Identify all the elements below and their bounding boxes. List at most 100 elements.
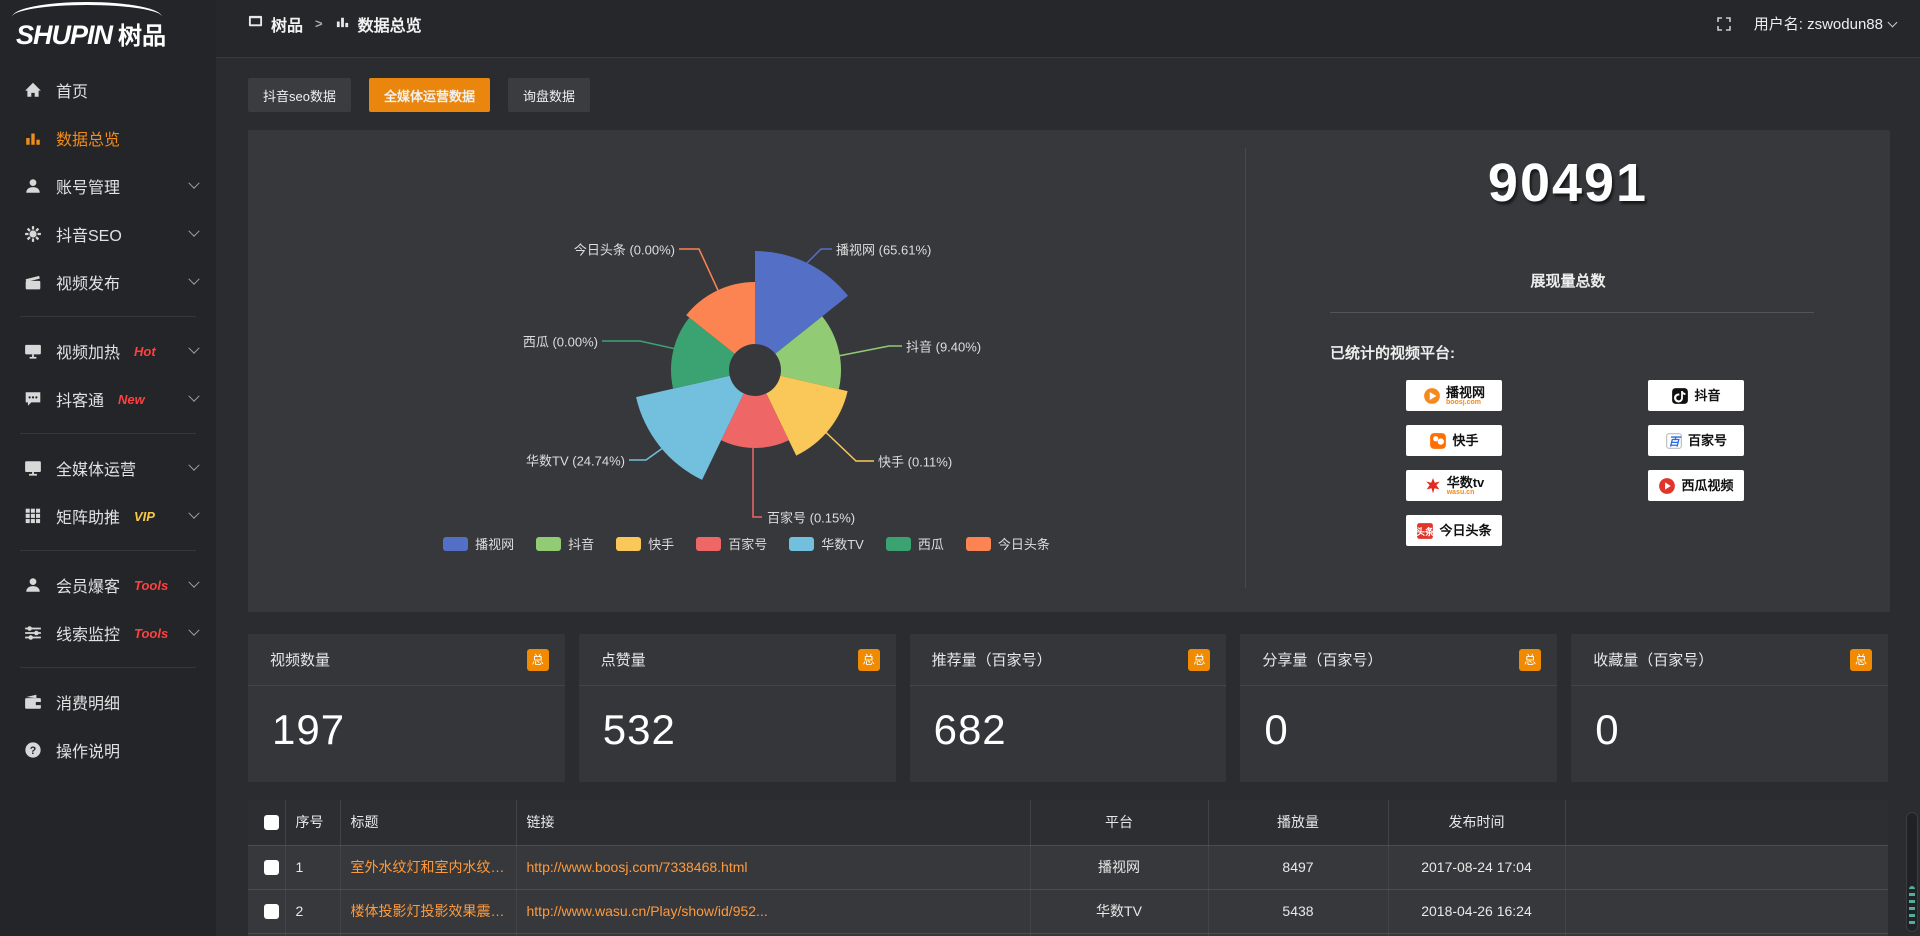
row-empty-cell (1565, 845, 1888, 890)
chevron-down-icon (188, 177, 200, 189)
legend-item-今日头条[interactable]: 今日头条 (965, 534, 1050, 553)
boosj-logo (1423, 387, 1441, 405)
overview-panel: 播视网 抖音 快手 百家号 华数TV 西瓜 今日头条 播视网 (65.61%) 抖音 (9.4… (248, 130, 1890, 612)
chat-icon (24, 390, 42, 408)
header-views: 播放量 (1208, 800, 1389, 846)
sidebar-item-label: 抖音SEO (56, 228, 122, 245)
pie-label-抖音: 抖音 (9.40%) (906, 339, 982, 355)
row-index: 2 (285, 889, 341, 934)
app-logo[interactable]: SHUPIN 树品 (0, 0, 216, 52)
pie-sector-百家号[interactable] (721, 393, 789, 448)
row-url-link[interactable]: http://www.boosj.com/7338468.html (516, 845, 1031, 890)
row-checkbox[interactable] (264, 859, 279, 875)
breadcrumb-current[interactable]: 数据总览 (357, 17, 422, 35)
row-checkbox[interactable] (264, 903, 279, 919)
tab-1[interactable]: 全媒体运营数据 (368, 78, 490, 112)
tab-2[interactable]: 询盘数据 (507, 78, 590, 112)
stats-divider (1330, 312, 1814, 313)
row-title-link[interactable]: 室外水纹灯和室内水纹灯的区别和简介 (340, 845, 517, 890)
legend-item-百家号[interactable]: 百家号 (696, 534, 767, 553)
legend-item-西瓜[interactable]: 西瓜 (885, 534, 944, 553)
tab-0[interactable]: 抖音seo数据 (248, 78, 351, 112)
platform-badge-西瓜视频: 西瓜视频 (1648, 470, 1744, 501)
kuaishou-logo (1429, 432, 1447, 450)
row-platform: 华数TV (1030, 889, 1209, 934)
sidebar-divider (20, 316, 196, 317)
pie-sector-西瓜[interactable] (671, 317, 735, 389)
select-all-checkbox[interactable] (264, 814, 279, 830)
platform-badge-华数tv: 华数tv wasu.cn (1406, 470, 1502, 501)
sidebar-divider (20, 550, 196, 551)
legend-item-抖音[interactable]: 抖音 (536, 534, 594, 553)
sidebar-item-douyin-seo[interactable]: 抖音SEO (0, 210, 216, 258)
total-badge: 总 (1849, 648, 1872, 671)
legend-swatch (789, 536, 815, 551)
logo-arc-decoration (12, 2, 162, 32)
sidebar-item-account-manage[interactable]: 账号管理 (0, 162, 216, 210)
sidebar-item-clue-monitor[interactable]: 线索监控 Tools (0, 609, 216, 657)
stat-card-value: 0 (1264, 706, 1289, 753)
legend-item-华数TV[interactable]: 华数TV (789, 534, 864, 553)
legend-item-播视网[interactable]: 播视网 (443, 534, 514, 553)
svg-text:?: ? (30, 745, 37, 757)
legend-swatch (616, 536, 642, 551)
platform-badge-播视网: 播视网 boosj.com (1406, 380, 1502, 411)
sidebar-item-operation-help[interactable]: ? 操作说明 (0, 726, 216, 774)
sidebar-item-consume-detail[interactable]: 消费明细 (0, 678, 216, 726)
home-icon (24, 81, 42, 99)
platform-name: 西瓜视频 (1681, 478, 1734, 493)
stat-card-value: 0 (1595, 706, 1620, 753)
row-published: 2018-04-26 16:24 (1388, 889, 1566, 934)
sidebar-item-badge: Hot (134, 343, 156, 359)
sidebar-item-member-burst[interactable]: 会员爆客 Tools (0, 561, 216, 609)
chevron-down-icon (188, 342, 200, 354)
sidebar-item-data-overview[interactable]: 数据总览 (0, 114, 216, 162)
header-title: 标题 (340, 800, 517, 846)
douyin-logo (1671, 387, 1689, 405)
monitor-icon (24, 459, 42, 477)
stat-cards-row: 视频数量总 197 点赞量总 532 推荐量（百家号）总 682 分享量（百家号）总 0 收藏量… (248, 634, 1888, 782)
header-index: 序号 (285, 800, 341, 846)
legend-item-快手[interactable]: 快手 (616, 534, 674, 553)
sidebar-item-label: 操作说明 (56, 744, 121, 761)
legend-label: 播视网 (475, 537, 515, 552)
sidebar-item-label: 抖客通 (56, 393, 105, 410)
fullscreen-icon[interactable] (1716, 16, 1732, 32)
pie-sector-抖音[interactable] (775, 316, 842, 390)
sidebar-item-media-operation[interactable]: 全媒体运营 (0, 444, 216, 492)
platform-name: 播视网 (1445, 384, 1485, 400)
user-menu[interactable]: 用户名: zswodun88 (1754, 13, 1898, 34)
header-published: 发布时间 (1388, 800, 1566, 846)
sidebar-item-douketong[interactable]: 抖客通 New (0, 375, 216, 423)
pie-label-line (679, 248, 723, 300)
platforms-title: 已统计的视频平台: (1330, 345, 1455, 362)
pie-label-播视网: 播视网 (65.61%) (836, 242, 932, 258)
sidebar-item-video-publish[interactable]: 视频发布 (0, 258, 216, 306)
header-link: 链接 (516, 800, 1031, 846)
sidebar-divider (20, 433, 196, 434)
sidebar-divider (20, 667, 196, 668)
chevron-down-icon (1887, 17, 1898, 27)
pie-sector-今日头条[interactable] (686, 282, 755, 354)
breadcrumb-home[interactable]: 树品 (271, 17, 304, 35)
pie-sector-快手[interactable] (766, 375, 848, 456)
chart-legend: 播视网 抖音 快手 百家号 华数TV 西瓜 今日头条 (248, 534, 1245, 553)
row-url-link[interactable]: http://www.wasu.cn/Play/show/id/952... (516, 889, 1031, 934)
sidebar-item-video-heat[interactable]: 视频加热 Hot (0, 327, 216, 375)
platform-badge-快手: 快手 (1406, 425, 1502, 456)
rose-pie-svg (602, 248, 902, 518)
platform-name: 百家号 (1687, 433, 1727, 448)
page-scrollbar-thumb[interactable] (1906, 812, 1918, 932)
pie-sector-华数TV[interactable] (636, 375, 744, 480)
sidebar-item-label: 视频发布 (56, 276, 121, 293)
pie-label-line (832, 345, 902, 358)
sidebar: SHUPIN 树品 首页 数据总览 账号管理抖音SEO 视频发布视频加热 Hot 抖客通 N… (0, 0, 216, 936)
sidebar-item-label: 全媒体运营 (56, 462, 137, 479)
row-title-link[interactable]: 楼体投影灯投影效果震撼上市 (340, 889, 517, 934)
stat-card-1: 点赞量 总 532 (578, 634, 896, 782)
pie-sector-播视网[interactable] (755, 251, 849, 354)
sidebar-item-home[interactable]: 首页 (0, 66, 216, 114)
sidebar-item-matrix-boost[interactable]: 矩阵助推 VIP (0, 492, 216, 540)
pie-label-百家号: 百家号 (0.15%) (767, 510, 856, 526)
grid-icon (24, 507, 42, 525)
